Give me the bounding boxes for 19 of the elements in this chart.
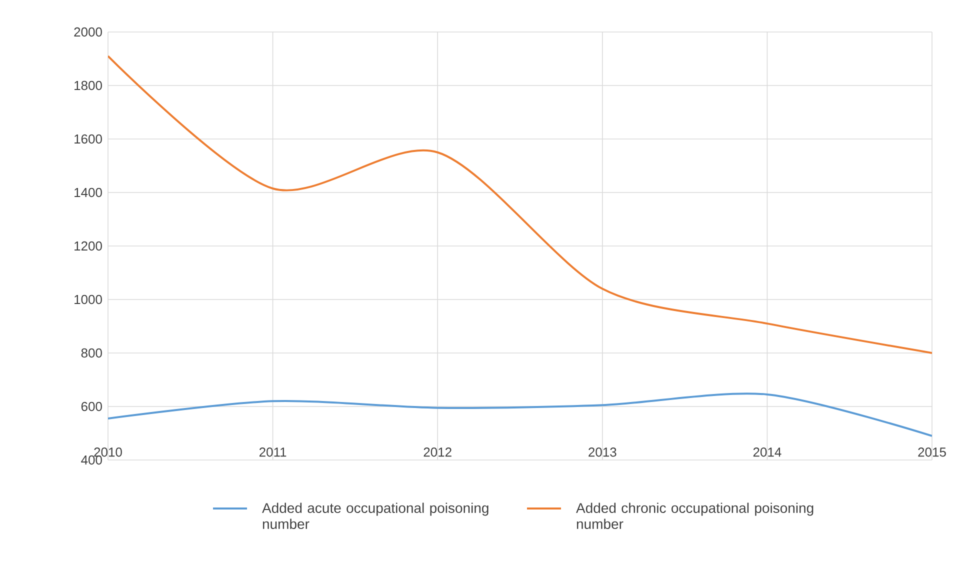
y-tick-label: 600 (81, 402, 102, 412)
line-series (108, 55, 932, 354)
y-tick-label: 2000 (74, 27, 102, 37)
x-tick-label: 2015 (918, 448, 946, 457)
y-tick-label: 400 (81, 455, 102, 465)
y-tick-label: 1000 (74, 294, 102, 304)
x-tick-label: 2013 (588, 448, 616, 457)
legend-label: Added chronic occupational poisoning number (576, 502, 814, 529)
line-series (108, 392, 932, 437)
x-tick-label: 2012 (424, 448, 452, 457)
y-tick-label: 1800 (74, 80, 102, 90)
x-tick-label: 2010 (94, 448, 122, 457)
y-tick-label: 1600 (74, 134, 102, 144)
legend-label: Added acute occupational poisoning number (262, 502, 488, 529)
y-tick-label: 1200 (74, 241, 102, 251)
x-tick-label: 2011 (259, 448, 286, 457)
x-tick-label: 2014 (753, 448, 782, 457)
y-tick-label: 1400 (74, 188, 102, 198)
y-tick-label: 800 (81, 348, 102, 358)
